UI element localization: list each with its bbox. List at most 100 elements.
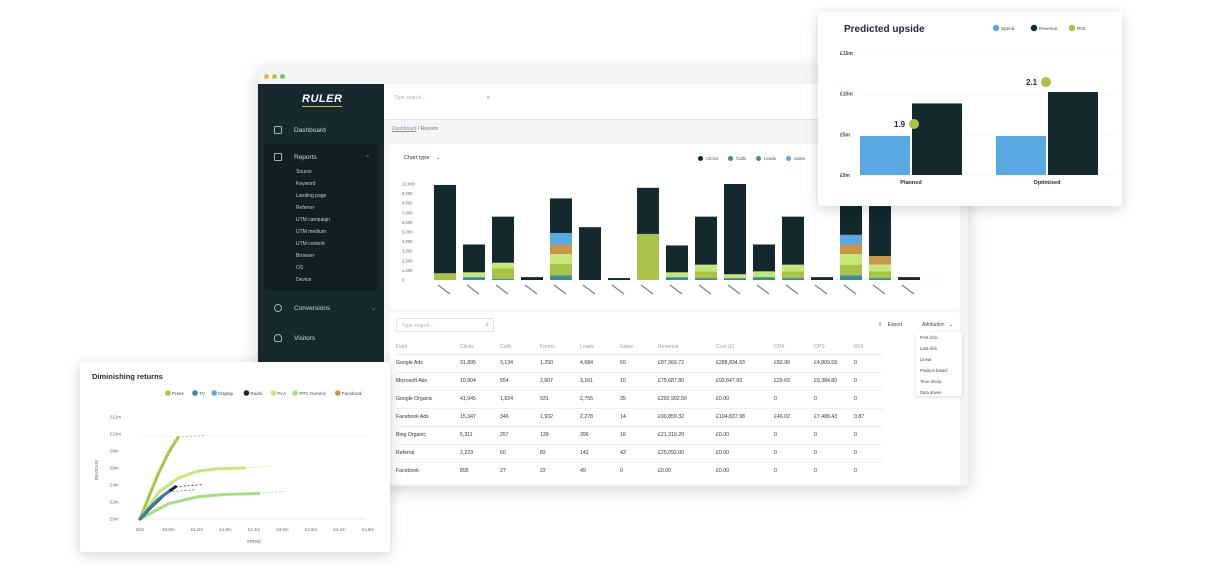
column-header[interactable]: Forms (540, 343, 555, 350)
column-header[interactable]: Sales (620, 343, 633, 350)
sub-item-os[interactable]: OS (296, 265, 304, 271)
column-header[interactable]: Field (396, 343, 408, 350)
sub-item-source[interactable]: Source (296, 169, 312, 175)
column-header[interactable]: ROI (854, 343, 864, 350)
table-cell: 60 (620, 353, 658, 372)
sub-item-utm-medium[interactable]: UTM medium (296, 229, 327, 235)
x-tick-label (727, 284, 741, 295)
table-cell: £75,687.80 (658, 371, 716, 390)
table-row[interactable]: Microsoft Ads 10,904 554 2,607 3,161 10 £75,68… (396, 371, 884, 390)
window-dot-icon[interactable] (280, 73, 285, 79)
table-cell: 3,161 (580, 371, 620, 390)
y-tick-label: £6m (110, 466, 119, 471)
sub-item-landing-page[interactable]: Landing page (296, 193, 327, 199)
table-row[interactable]: Google Organic 41,045 1,824 931 2,755 35 £292,… (396, 389, 884, 408)
chevron-down-icon[interactable]: ⌄ (370, 306, 376, 312)
table-cell: 49 (580, 461, 620, 480)
table-cell: £21,319.20 (658, 425, 716, 444)
sub-item-utm-content[interactable]: UTM content (296, 241, 325, 247)
export-button[interactable]: ⇪ Export (878, 322, 902, 328)
table-cell: 27 (500, 461, 540, 480)
sub-item-browser[interactable]: Browser (296, 253, 315, 259)
table-cell: Referral (396, 443, 460, 462)
table-cell: £0.00 (716, 443, 774, 462)
bar-segment (550, 263, 572, 276)
sub-item-device[interactable]: Device (296, 277, 312, 283)
attribution-option[interactable]: First click (920, 335, 938, 340)
legend-swatch (786, 156, 791, 161)
breadcrumb-current: Reports (420, 126, 439, 132)
legend-clicks: Clicks (698, 156, 718, 161)
legend-swatch (1068, 24, 1076, 32)
column-header[interactable]: CPA (774, 343, 785, 350)
bar-segment (695, 271, 717, 279)
sidebar-item-visitors[interactable]: Visitors (258, 334, 384, 342)
y-tick-label: £4m (110, 483, 119, 488)
legend-label: Display (218, 391, 234, 396)
table-row[interactable]: Facebook Ads 15,347 346 1,932 2,278 14 £90,859… (396, 407, 884, 426)
bar-segment (434, 273, 456, 280)
table-cell: £82.90 (774, 353, 814, 372)
x-tick-label (495, 284, 509, 295)
column-header[interactable]: Clicks (460, 343, 474, 350)
sub-item-utm-campaign[interactable]: UTM campaign (296, 217, 330, 223)
x-tick-label (756, 284, 770, 295)
y-tick-label: £15m (840, 51, 853, 57)
table-cell: £46.02 (774, 407, 814, 426)
table-cell: £7,488.43 (814, 407, 854, 426)
legend-label: Clicks (706, 156, 718, 161)
column-header[interactable]: Cost (£) (716, 343, 735, 350)
search-input[interactable]: Type search... ⌕ (394, 95, 490, 107)
roi-dot (909, 118, 919, 129)
window-dot-icon[interactable] (264, 73, 269, 79)
legend-label: TV (199, 391, 206, 396)
attribution-option[interactable]: Data driven (920, 390, 942, 395)
sidebar-item-reports[interactable]: Reports (258, 153, 384, 161)
column-header[interactable]: Leads (580, 343, 595, 350)
search-icon[interactable]: ⌕ (486, 95, 490, 101)
legend-swatch (728, 156, 733, 161)
table-row[interactable]: Google Ads 31,895 3,134 1,250 4,684 60 £87,369… (396, 353, 884, 372)
chart-type-select[interactable]: Chart type ⌄ (404, 155, 440, 161)
attribution-option[interactable]: Position based (920, 368, 948, 373)
bar-segment (463, 272, 485, 278)
attribution-dropdown[interactable]: Attribution ⌄ (922, 322, 953, 328)
table-cell: £288,834.93 (716, 353, 774, 372)
sidebar-item-dashboard[interactable]: Dashboard (258, 126, 384, 134)
curve-ppc-generic (138, 492, 261, 521)
table-row[interactable]: Referral 2,223 60 82 142 43 £25,092.00 £0.00 0 0 0 (396, 443, 884, 462)
chevron-up-icon[interactable]: ⌃ (364, 156, 370, 162)
column-header[interactable]: CPS (814, 343, 825, 350)
ruler-logo[interactable]: RULER (302, 93, 343, 107)
y-tick-label: £0m (110, 517, 119, 522)
attribution-option[interactable]: Time decay (920, 379, 942, 384)
table-row[interactable]: Bing Organic 5,311 257 139 396 16 £21,319.20 £0… (396, 425, 884, 444)
table-row[interactable]: Facebook 895 27 22 49 0 £0.00 £0.00 0 0 0 (396, 461, 884, 480)
y-tick-label: £0m (840, 173, 851, 179)
column-header[interactable]: Revenue (658, 343, 679, 350)
sub-item-referrer[interactable]: Referrer (296, 205, 315, 211)
table-cell: 0 (854, 389, 884, 408)
legend-label: PPC Generic (299, 391, 327, 396)
search-icon[interactable]: ⌕ (485, 322, 489, 328)
bar-segment (666, 245, 688, 273)
table-cell: 1,824 (500, 389, 540, 408)
predicted-upside-card: Predicted upside £15m £10m £5m £0m Spend Reve… (818, 12, 1122, 206)
window-dot-icon[interactable] (272, 73, 277, 79)
attribution-option[interactable]: Last click (920, 346, 938, 351)
x-tick-label: £0m (136, 527, 145, 532)
table-cell: £90,859.32 (658, 407, 716, 426)
table-cell: 139 (540, 425, 580, 444)
legend-swatch (192, 390, 198, 396)
column-header[interactable]: Calls (500, 343, 512, 350)
bar-segment (637, 187, 659, 234)
sub-item-keyword[interactable]: Keyword (296, 181, 316, 187)
search-placeholder: Type search... (394, 95, 426, 101)
table-cell: 554 (500, 371, 540, 390)
attribution-option[interactable]: Linear (920, 357, 932, 362)
curve-press (138, 435, 180, 521)
sidebar-item-conversions[interactable]: Conversions (258, 304, 384, 312)
breadcrumb-dashboard[interactable]: Dashboard (392, 126, 417, 132)
table-search-input[interactable]: Type search... ⌕ (396, 318, 494, 332)
bar-segment (695, 216, 717, 265)
